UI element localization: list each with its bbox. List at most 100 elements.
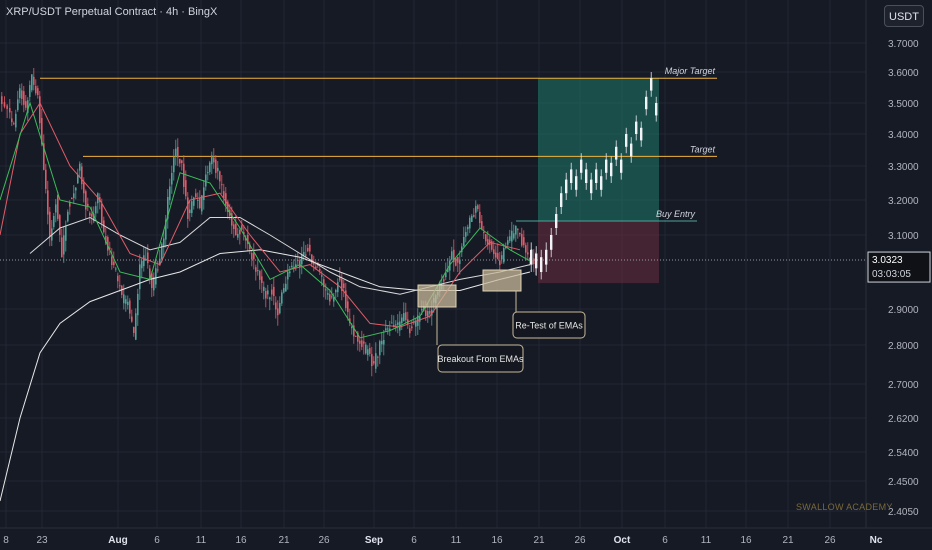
candle-body xyxy=(351,326,353,329)
candle-body xyxy=(63,235,65,255)
candle-body xyxy=(233,224,235,230)
candle-body xyxy=(525,245,527,253)
candle-body xyxy=(123,294,125,304)
candle-body xyxy=(513,233,515,239)
y-tick-label: 3.7000 xyxy=(888,39,919,50)
x-tick-label: 16 xyxy=(740,535,752,546)
candle-body xyxy=(161,243,163,260)
candle-body xyxy=(77,174,79,184)
candle-body xyxy=(235,223,237,236)
candle-body xyxy=(3,102,6,107)
annotation-label: Re-Test of EMAs xyxy=(515,321,583,331)
candle-body xyxy=(269,297,271,300)
annotations: Breakout From EMAs Re-Test of EMAs xyxy=(417,269,586,373)
candle-body xyxy=(359,340,361,344)
candle-body xyxy=(371,354,373,367)
price-axis[interactable]: 3.7000 3.6000 3.5000 3.4000 3.3000 3.2000 3.10… xyxy=(865,0,932,528)
candle-body xyxy=(327,293,329,295)
candle-body xyxy=(361,340,363,347)
candle-body xyxy=(245,238,247,241)
candle-body xyxy=(533,258,535,265)
candle-body xyxy=(239,229,241,235)
x-tick-label: 26 xyxy=(318,535,330,546)
x-tick-label: 11 xyxy=(196,535,207,546)
candle-body xyxy=(75,187,77,191)
candle-body xyxy=(73,193,75,199)
candle-body xyxy=(341,279,343,291)
candle-body xyxy=(353,325,355,337)
x-tick-label: 26 xyxy=(574,535,586,546)
projection-body xyxy=(650,78,653,91)
candle-body xyxy=(113,261,115,266)
candle-body xyxy=(125,299,127,304)
candle-body xyxy=(111,256,113,266)
candle-body xyxy=(11,118,13,123)
candle-body xyxy=(95,206,97,214)
y-tick-label: 3.3000 xyxy=(888,162,919,173)
y-tick-label: 3.1000 xyxy=(888,231,919,242)
candle-body xyxy=(259,270,261,280)
candle-body xyxy=(223,191,225,198)
time-axis[interactable]: 8 23 Aug 6 11 16 21 26 Sep 6 11 16 21 26 Oct 6 11 16 21 26 N… xyxy=(0,527,932,550)
candle-body xyxy=(343,283,345,288)
candle-body xyxy=(349,318,351,324)
annotation-label: Breakout From EMAs xyxy=(437,354,524,364)
candle-body xyxy=(199,197,201,209)
candle-body xyxy=(503,248,505,263)
projection-body xyxy=(565,179,568,194)
candle-body xyxy=(267,290,269,295)
candle-body xyxy=(369,348,371,354)
candle-body xyxy=(493,249,495,255)
candle-body xyxy=(331,296,333,298)
candle-body xyxy=(203,187,205,201)
stop-loss-zone xyxy=(538,221,659,284)
candle-body xyxy=(237,233,239,238)
candle-body xyxy=(323,279,325,288)
candle-body xyxy=(421,309,423,311)
candle-body xyxy=(403,313,405,322)
candle-body xyxy=(69,201,71,207)
candle-body xyxy=(35,86,37,94)
candle-body xyxy=(509,236,511,241)
candle-body xyxy=(271,289,273,295)
candle-body xyxy=(499,260,501,266)
candle-body xyxy=(415,320,417,327)
candle-body xyxy=(313,262,315,265)
candle-body xyxy=(1,96,3,105)
y-tick-label: 2.5400 xyxy=(888,448,919,459)
candle-body xyxy=(319,268,321,271)
y-tick-label: 2.7000 xyxy=(888,380,919,391)
projection-body xyxy=(595,169,598,183)
y-tick-label: 2.8000 xyxy=(888,341,919,352)
x-tick-label: 11 xyxy=(701,535,712,546)
candle-body xyxy=(173,157,175,173)
candle-body xyxy=(149,268,151,280)
candle-body xyxy=(217,167,219,172)
candle-body xyxy=(13,123,15,125)
candle-body xyxy=(451,251,453,260)
candle-body xyxy=(301,254,303,265)
currency-button[interactable]: USDT xyxy=(884,5,924,27)
candle-body xyxy=(481,221,483,230)
candle-body xyxy=(315,266,317,269)
candle-body xyxy=(27,100,29,113)
candle-body xyxy=(231,213,233,226)
candle-body xyxy=(25,101,27,108)
candle-body xyxy=(207,172,209,174)
ema-21-line xyxy=(0,101,521,328)
x-tick-label: Sep xyxy=(365,535,383,546)
x-tick-label: 16 xyxy=(491,535,503,546)
candle-body xyxy=(253,252,255,260)
candle-body xyxy=(497,253,499,260)
candle-body xyxy=(65,225,67,241)
candle-body xyxy=(485,234,487,242)
candle-body xyxy=(133,327,135,333)
candle-body xyxy=(377,356,379,358)
candle-body xyxy=(219,171,221,182)
candle-body xyxy=(373,361,375,364)
candle-body xyxy=(215,159,217,173)
candle-body xyxy=(387,328,389,330)
candle-body xyxy=(383,339,385,345)
y-tick-label: 3.2000 xyxy=(888,196,919,207)
